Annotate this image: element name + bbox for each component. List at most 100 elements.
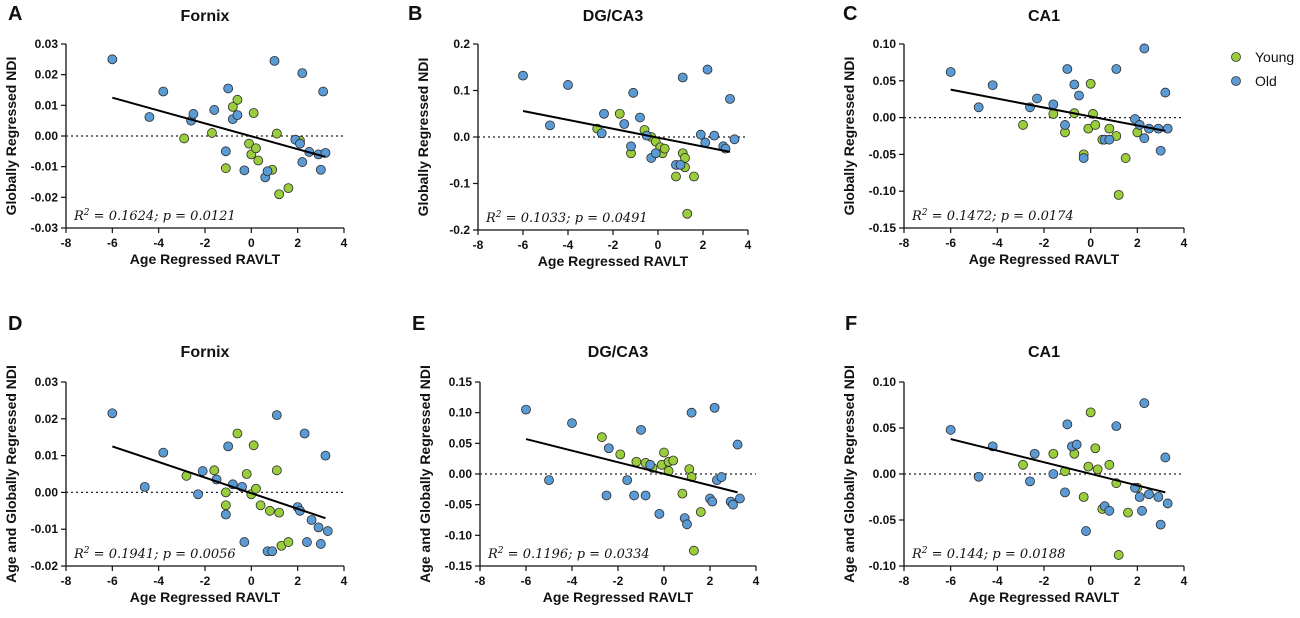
data-point-old [650, 148, 661, 159]
data-point-young [689, 545, 699, 556]
x-tick-label: 4 [341, 574, 348, 588]
data-point-old [1144, 489, 1154, 500]
data-point-old [545, 120, 555, 131]
data-point-old [628, 87, 639, 98]
data-point-young [677, 488, 688, 499]
x-axis-label: Age Regressed RAVLT [543, 589, 694, 605]
chart-title: CA1 [1028, 344, 1060, 361]
data-point-young [695, 507, 706, 517]
data-point-young [1092, 464, 1103, 475]
x-tick-label: 0 [248, 574, 255, 588]
data-point-young [244, 138, 254, 149]
data-point-old [619, 119, 630, 129]
x-tick-label: -4 [992, 236, 1003, 250]
data-point-old [1060, 487, 1070, 498]
panel-letter: F [845, 313, 857, 335]
chart-title: DG/CA3 [588, 344, 649, 361]
legend-label-young: Young [1255, 49, 1294, 65]
data-point-old [1060, 120, 1070, 130]
legend-marker-young [1231, 52, 1241, 62]
y-tick-label: 0.00 [35, 485, 59, 499]
x-tick-label: -6 [945, 236, 956, 250]
data-point-young [1085, 78, 1096, 89]
data-point-young [264, 505, 275, 516]
y-tick-label: 0.00 [873, 467, 897, 481]
data-point-old [1134, 492, 1145, 502]
data-point-old [1104, 505, 1115, 516]
data-point-old [1025, 476, 1035, 487]
regression-line [522, 109, 731, 153]
data-point-old [107, 408, 118, 419]
data-point-young [671, 171, 681, 182]
panel-letter: A [8, 3, 22, 25]
data-point-young [207, 128, 217, 138]
legend-label-old: Old [1255, 73, 1277, 89]
data-point-old [1155, 145, 1166, 156]
data-point-old [262, 166, 273, 177]
y-axis-label: Globally Regressed NDI [3, 57, 19, 216]
y-tick-label: 0.00 [449, 467, 473, 481]
data-point-young [232, 94, 243, 105]
data-point-old [267, 546, 278, 557]
y-tick-label: 0.1 [453, 84, 470, 98]
y-axis-label: Age and Globally Regressed NDI [417, 365, 433, 583]
y-tick-label: -0.02 [31, 559, 59, 573]
data-point-old [682, 519, 692, 530]
x-tick-label: -6 [107, 574, 118, 588]
stats-annotation: R2 = 0.1624; p = 0.0121 [73, 208, 236, 224]
data-point-young [251, 143, 261, 154]
y-axis-label: Age and Globally Regressed NDI [841, 365, 857, 583]
y-tick-label: 0.02 [35, 412, 59, 426]
scatter-panels: A Fornix-8 -6 -4 -2 0 2 4-0.03-0.02-0.010.000.0… [3, 3, 1188, 605]
data-point-old [622, 475, 633, 486]
data-point-old [1029, 448, 1040, 459]
data-point-old [635, 112, 645, 123]
data-point-old [1069, 79, 1080, 90]
data-point-young [283, 537, 294, 547]
data-point-young [1018, 120, 1028, 130]
x-tick-label: -2 [1039, 236, 1050, 250]
x-tick-label: 2 [294, 574, 301, 588]
y-tick-label: -0.15 [445, 559, 473, 573]
data-point-old [197, 466, 208, 476]
data-point-young [274, 189, 285, 200]
x-tick-label: -2 [613, 574, 624, 588]
data-point-old [1137, 505, 1147, 516]
data-point-old [269, 55, 280, 66]
data-point-young [232, 428, 243, 439]
data-point-young [1048, 448, 1059, 459]
data-point-old [220, 146, 231, 157]
y-tick-label: -0.02 [31, 190, 59, 204]
panel-f: F CA1 -8 -6 -4 -2 0 2 4 -0.10 -0.05 0.00 0.05 0.10 Age… [841, 313, 1188, 605]
data-point-old [945, 424, 956, 435]
data-point-young [1104, 459, 1115, 470]
regression-line [950, 438, 1166, 494]
x-tick-label: 0 [655, 238, 662, 252]
data-point-old [295, 138, 305, 149]
data-point-old [1160, 87, 1171, 98]
x-axis-label: Age Regressed RAVLT [130, 251, 281, 267]
y-tick-label: 0.15 [449, 375, 473, 389]
data-point-old [707, 496, 718, 507]
x-tick-label: -4 [567, 574, 578, 588]
y-axis-label: Age and Globally Regressed NDI [3, 365, 19, 583]
data-point-old [626, 141, 636, 152]
panel-letter: C [843, 3, 857, 25]
data-point-old [521, 404, 531, 415]
regression-line [950, 88, 1166, 132]
data-point-old [313, 522, 324, 533]
y-tick-label: -0.10 [869, 184, 897, 198]
data-point-old [193, 489, 203, 500]
panel-b: B DG/CA3 -8 -6 -4 -2 0 2 4 -0.2 -0.1 0.0 0.1 0.2 Age R… [408, 3, 752, 269]
data-point-old [239, 165, 250, 176]
data-point-old [973, 102, 984, 113]
stats-annotation: R2 = 0.1033; p = 0.0491 [485, 210, 648, 226]
data-point-old [695, 129, 706, 140]
y-tick-label: 0.00 [873, 111, 897, 125]
x-tick-label: 0 [1087, 574, 1094, 588]
data-point-old [567, 418, 577, 428]
y-tick-label: 0.05 [873, 421, 897, 435]
y-tick-label: -0.1 [449, 177, 470, 191]
data-point-old [297, 68, 308, 79]
data-point-old [1062, 419, 1073, 430]
